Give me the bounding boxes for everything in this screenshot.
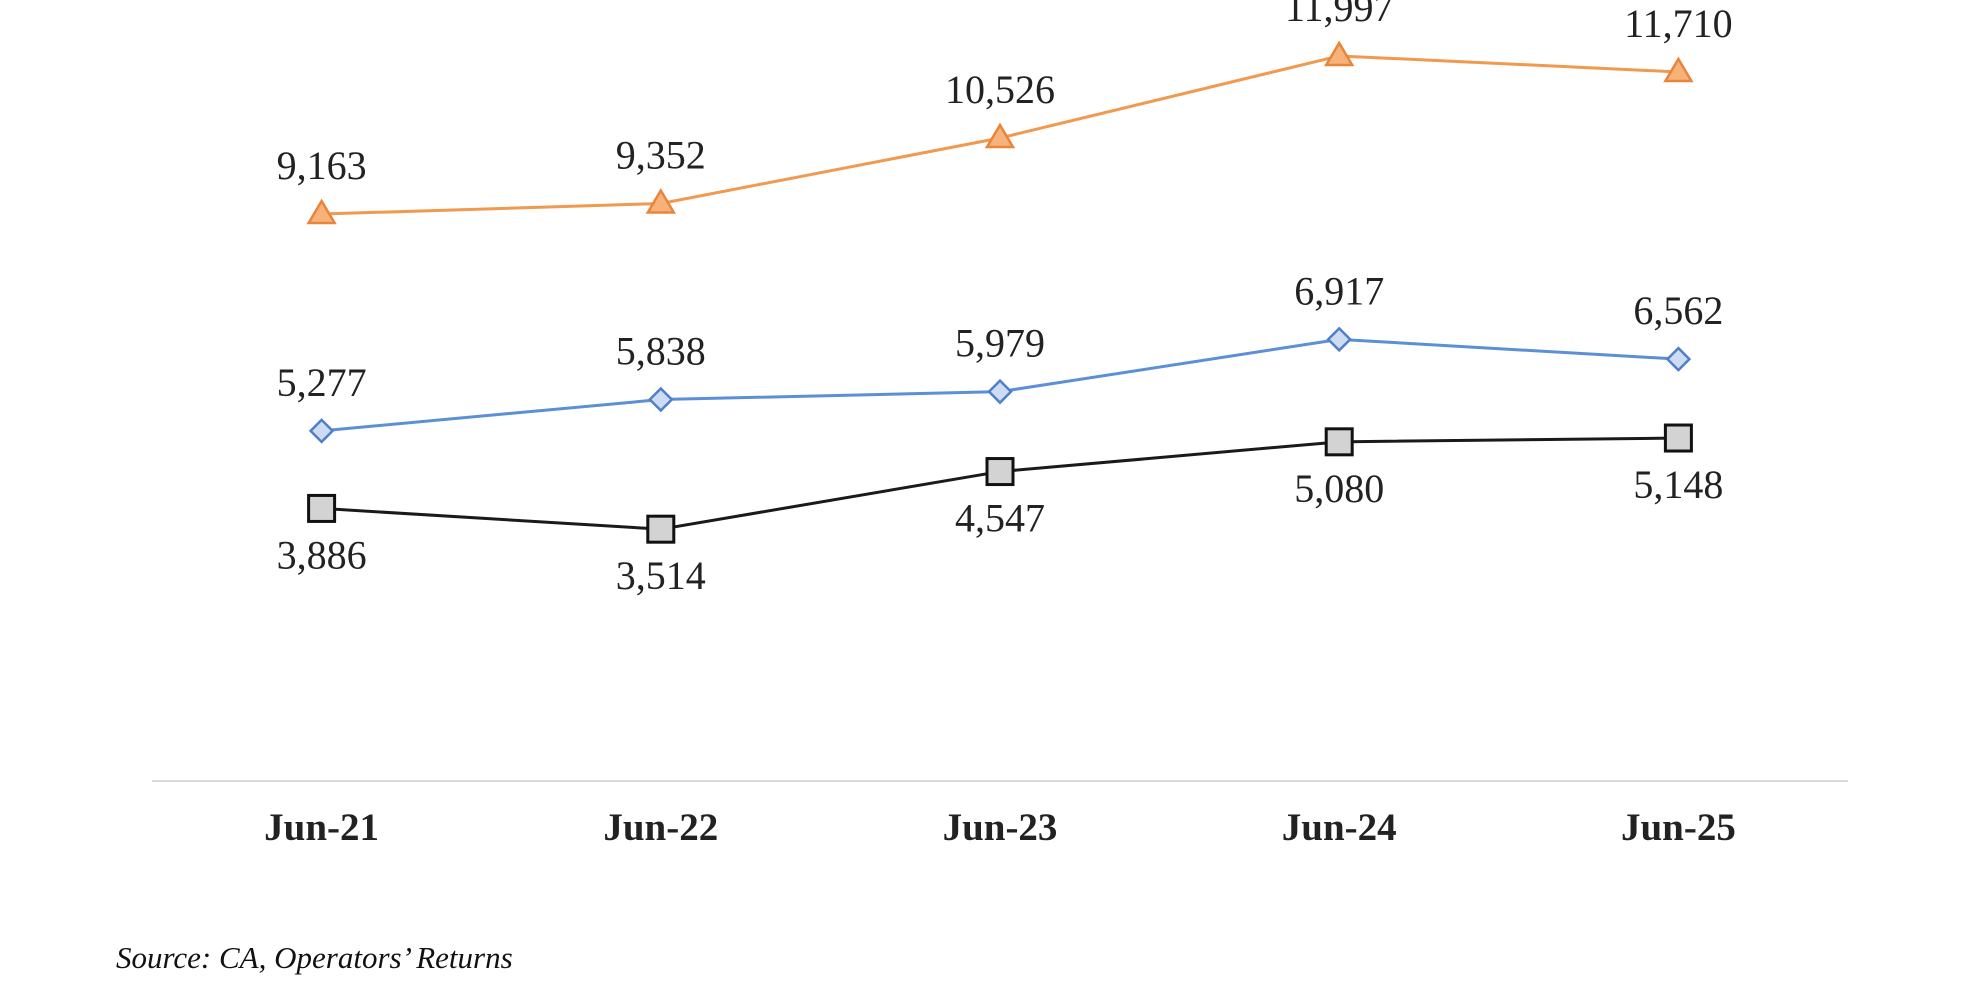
data-label: 9,163 [277, 143, 367, 188]
x-tick-label: Jun-24 [1282, 806, 1397, 849]
data-point-marker [1324, 427, 1354, 457]
data-point-marker [306, 198, 337, 225]
series-1: 5,277 5,838 5,979 6,917 6,562 [277, 268, 1723, 444]
data-label: 6,562 [1633, 288, 1723, 333]
x-tick-label: Jun-21 [264, 806, 379, 849]
data-label: 5,148 [1633, 462, 1723, 507]
x-tick-label: Jun-25 [1621, 806, 1736, 849]
data-label: 10,526 [945, 67, 1055, 112]
series-0: 9,163 9,352 10,526 11,997 11,710 [277, 0, 1733, 225]
data-point-marker [985, 457, 1015, 487]
data-label: 5,979 [955, 321, 1045, 366]
data-label: 5,080 [1294, 466, 1384, 511]
series-2: 3,886 3,514 4,547 5,080 5,148 [277, 423, 1723, 598]
data-label: 11,710 [1624, 1, 1733, 46]
data-point-marker [648, 386, 674, 413]
data-point-marker [307, 493, 337, 523]
data-label: 5,277 [277, 360, 367, 405]
x-tick-label: Jun-23 [943, 806, 1058, 849]
data-point-marker [1324, 40, 1355, 67]
data-label: 5,838 [616, 329, 706, 374]
data-label: 6,917 [1294, 268, 1384, 313]
data-point-marker [645, 188, 676, 214]
data-label: 9,352 [616, 133, 706, 178]
data-point-marker [1665, 346, 1692, 372]
x-axis-ticks: Jun-21 Jun-22 Jun-23 Jun-24 Jun-25 [264, 806, 1736, 849]
data-point-marker [984, 122, 1016, 149]
data-point-marker [646, 514, 676, 544]
data-point-marker [1663, 56, 1694, 83]
data-point-marker [987, 378, 1013, 405]
data-point-marker [308, 418, 335, 444]
source-note: Source: CA, Operators’ Returns [116, 940, 513, 975]
data-label: 3,886 [277, 532, 367, 577]
data-point-marker [1326, 326, 1352, 353]
data-point-marker [1663, 423, 1693, 453]
data-label: 3,514 [616, 553, 706, 598]
data-label: 11,997 [1285, 0, 1394, 30]
data-label: 4,547 [955, 496, 1045, 541]
x-tick-label: Jun-22 [603, 806, 718, 849]
